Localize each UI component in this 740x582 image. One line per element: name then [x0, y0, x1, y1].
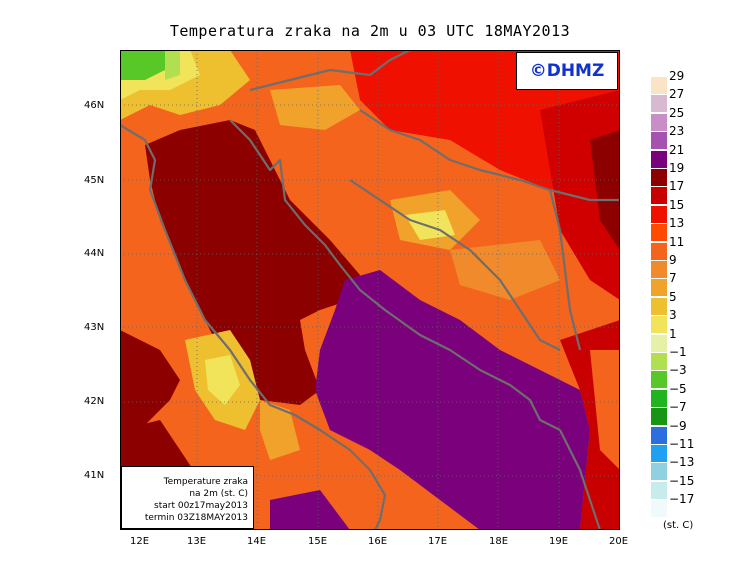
- legend-swatch: [651, 77, 667, 94]
- legend-swatch: [651, 371, 667, 389]
- dhmz-logo: ©DHMZ: [516, 52, 618, 90]
- info-line-4: termin 03Z18MAY2013: [144, 513, 248, 523]
- legend-swatch: [651, 261, 667, 278]
- border-croatia-hungary: [359, 109, 620, 202]
- field-italy-ochre: [260, 400, 300, 460]
- field-yellow-4: [450, 240, 560, 300]
- lat-label-44: 44N: [84, 248, 105, 259]
- lon-label-13: 13E: [187, 536, 207, 547]
- info-line-2: na 2m (st. C): [189, 489, 248, 499]
- lat-label-41: 41N: [84, 470, 105, 481]
- legend-label: −3: [669, 363, 687, 378]
- lon-label-18: 18E: [489, 536, 509, 547]
- legend-label: 7: [669, 271, 677, 286]
- border-bosnia: [349, 179, 561, 351]
- field-nw-lightgreen: [165, 50, 180, 80]
- legend-swatch: [651, 426, 667, 444]
- coastlines: [120, 50, 620, 530]
- legend-swatch: [651, 187, 667, 205]
- legend-swatch: [651, 169, 667, 186]
- info-line-1: Temperature zraka: [163, 477, 248, 487]
- legend-label: −15: [669, 473, 695, 488]
- field-italy-lightyellow: [205, 355, 240, 405]
- legend-label: 15: [669, 197, 685, 212]
- lon-label-19: 19E: [549, 536, 569, 547]
- legend-label: −7: [669, 400, 687, 415]
- legend-label: 21: [669, 142, 685, 157]
- legend-label: 5: [669, 289, 677, 304]
- legend-swatch: [651, 500, 667, 518]
- graticule: [120, 50, 620, 530]
- lon-label-20: 20E: [609, 536, 629, 547]
- info-box: Temperature zraka na 2m (st. C) start 00…: [121, 466, 254, 529]
- lon-label-15: 15E: [308, 536, 328, 547]
- lat-label-43: 43N: [84, 322, 105, 333]
- field-se-orange: [590, 350, 620, 470]
- legend-swatch: [651, 279, 667, 297]
- legend-swatch: [651, 389, 667, 407]
- legend-label: 11: [669, 234, 685, 249]
- border-serbia: [548, 189, 582, 351]
- legend-label: 29: [669, 69, 685, 83]
- legend-label: 13: [669, 216, 685, 231]
- field-yellow-1: [270, 85, 360, 130]
- legend-swatch: [651, 481, 667, 499]
- legend-swatch: [651, 224, 667, 242]
- legend-label: −1: [669, 345, 687, 359]
- lon-label-17: 17E: [428, 536, 448, 547]
- lon-label-14: 14E: [247, 536, 267, 547]
- legend-label: −13: [669, 455, 695, 470]
- legend-label: −11: [669, 437, 695, 451]
- legend-swatch: [651, 316, 667, 334]
- field-purple-sw: [270, 490, 350, 530]
- legend-swatch: [651, 150, 667, 168]
- lat-label-46: 46N: [84, 100, 105, 111]
- lon-label-16: 16E: [368, 536, 388, 547]
- legend-label: −9: [669, 418, 687, 433]
- legend-swatch: [651, 334, 667, 352]
- legend-swatch: [651, 205, 667, 223]
- legend-label: 25: [669, 105, 685, 120]
- lat-label-45: 45N: [84, 175, 105, 186]
- legend-swatch: [651, 445, 667, 462]
- coastline-albania: [559, 429, 602, 530]
- coastline-istria-dalmatia: [229, 119, 561, 431]
- info-line-3: start 00z17may2013: [154, 501, 248, 511]
- legend-swatch: [651, 132, 667, 150]
- legend-label: 3: [669, 308, 677, 323]
- legend-unit: (st. C): [663, 520, 694, 531]
- legend-swatch: [651, 353, 667, 370]
- legend-label: 1: [669, 326, 677, 341]
- coastline-italy: [120, 124, 387, 530]
- field-east-dark: [590, 130, 620, 250]
- legend-swatch: [651, 242, 667, 260]
- legend-label: 27: [669, 87, 685, 102]
- legend-label: 9: [669, 253, 677, 267]
- map-frame: [120, 50, 620, 530]
- legend-swatch: [651, 463, 667, 481]
- field-adriatic-south: [120, 330, 180, 440]
- legend-label: −17: [669, 492, 695, 507]
- map-title: Temperatura zraka na 2m u 03 UTC 18MAY20…: [169, 22, 571, 40]
- field-purple-main: [315, 270, 590, 530]
- legend-swatch: [651, 297, 667, 315]
- temperature-map: [120, 50, 620, 530]
- border-north: [249, 50, 411, 92]
- legend-label: 19: [669, 161, 685, 175]
- lat-label-42: 42N: [84, 396, 105, 407]
- field-adriatic: [145, 120, 360, 405]
- legend-swatch: [651, 113, 667, 131]
- legend-label: 17: [669, 179, 685, 194]
- legend-label: −5: [669, 381, 687, 396]
- legend-swatch: [651, 408, 667, 426]
- legend-swatch: [651, 95, 667, 113]
- lon-label-12: 12E: [130, 536, 150, 547]
- legend-label: 23: [669, 124, 685, 139]
- field-nw-green: [120, 50, 165, 80]
